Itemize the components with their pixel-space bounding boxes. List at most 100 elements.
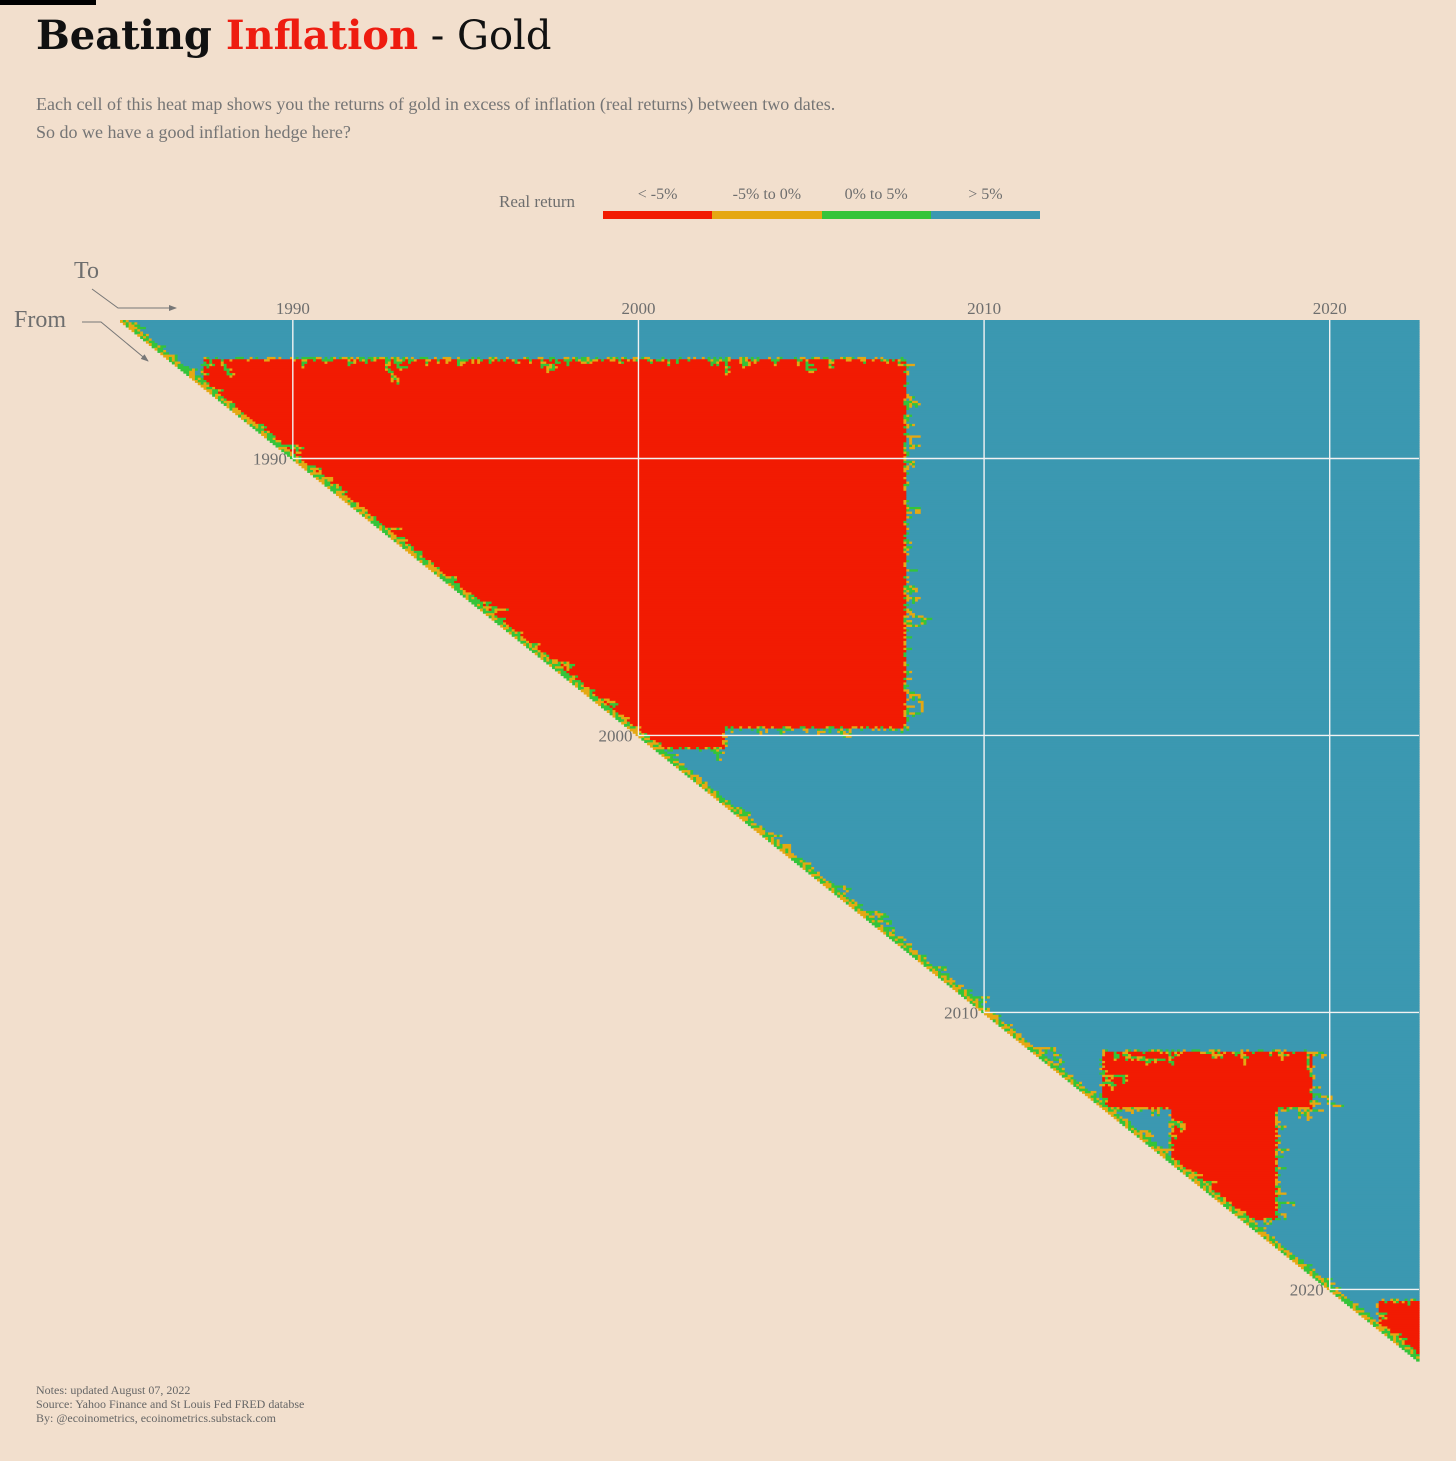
heatmap-cell-run — [439, 361, 447, 365]
heatmap-cell-run — [903, 663, 907, 667]
heatmap-cell-run — [1272, 1243, 1276, 1247]
heatmap-cell-run — [912, 437, 1420, 441]
heatmap-cell-run — [903, 636, 907, 640]
heatmap-cell-run — [946, 966, 1420, 970]
heatmap-cell-run — [874, 917, 879, 921]
heatmap-cell-run — [909, 444, 913, 448]
heatmap-cell-run — [1243, 1063, 1247, 1067]
heatmap-cell-run — [1067, 1074, 1074, 1078]
heatmap-cell-run — [163, 347, 1420, 351]
heatmap-cell-run — [246, 419, 254, 423]
heatmap-cell-run — [1274, 1118, 1279, 1122]
heatmap-cell-run — [405, 548, 412, 552]
heatmap-cell-run — [1070, 1081, 1074, 1085]
heatmap-cell-run — [673, 763, 680, 767]
heatmap-cell-run — [903, 590, 907, 593]
heatmap-cell-run — [903, 603, 910, 607]
heatmap-cell-run — [719, 359, 723, 363]
heatmap-cell-run — [903, 476, 907, 480]
heatmap-cell-run — [1208, 1183, 1213, 1187]
heatmap-cell-run — [880, 356, 884, 360]
heatmap-cell-run — [828, 363, 833, 367]
heatmap-cell-run — [580, 356, 588, 360]
heatmap-cell-run — [428, 562, 432, 566]
heatmap-cell-run — [727, 740, 1420, 743]
heatmap-cell-run — [618, 356, 622, 360]
heatmap-cell-run — [1358, 1303, 1377, 1307]
heatmap-cell-run — [1413, 1298, 1417, 1302]
heatmap-cell-run — [1159, 1114, 1170, 1117]
heatmap-cell-run — [592, 698, 599, 702]
heatmap-cell-run — [1200, 1183, 1207, 1187]
heatmap-cell-run — [914, 696, 919, 700]
tick-label-top: 2000 — [621, 299, 655, 318]
heatmap-cell-run — [779, 834, 784, 838]
heatmap-cell-run — [592, 361, 619, 365]
heatmap-cell-run — [1136, 1130, 1141, 1134]
heatmap-cell-run — [926, 620, 1420, 623]
heatmap-cell-run — [1107, 1100, 1311, 1104]
heatmap-cell-run — [719, 356, 723, 360]
heatmap-cell-run — [577, 675, 907, 679]
heatmap-cell-run — [1156, 1141, 1170, 1145]
heatmap-cell-run — [1102, 1095, 1314, 1099]
heatmap-cell-run — [710, 788, 714, 792]
heatmap-cell-run — [1122, 1107, 1132, 1111]
heatmap-cell-run — [851, 359, 861, 363]
heatmap-cell-run — [707, 783, 1420, 787]
heatmap-cell-run — [1266, 1227, 1420, 1231]
heatmap-cell-run — [903, 363, 907, 367]
heatmap-cell-run — [1211, 1054, 1224, 1057]
heatmap-cell-run — [1378, 1328, 1386, 1332]
heatmap-cell-run — [906, 691, 910, 695]
heatmap-cell-run — [690, 770, 694, 774]
heatmap-cell-run — [1174, 1162, 1178, 1166]
heatmap-cell-run — [906, 456, 1420, 460]
heatmap-cell-run — [1053, 1058, 1060, 1062]
heatmap-cell-run — [422, 562, 429, 566]
heatmap-cell-run — [966, 991, 971, 995]
heatmap-cell-run — [906, 555, 1420, 559]
heatmap-cell-run — [1179, 1127, 1184, 1131]
heatmap-cell-run — [874, 728, 879, 732]
heatmap-cell-run — [157, 350, 164, 353]
heatmap-cell-run — [647, 359, 651, 363]
heatmap-cell-run — [1156, 1049, 1161, 1053]
heatmap-cell-run — [903, 585, 910, 589]
heatmap-cell-run — [384, 532, 389, 536]
heatmap-cell-run — [477, 603, 481, 607]
heatmap-cell-run — [598, 696, 907, 700]
heatmap-cell-run — [520, 361, 530, 365]
heatmap-cell-run — [408, 359, 415, 363]
heatmap-cell-run — [166, 356, 170, 360]
heatmap-cell-run — [384, 359, 392, 363]
heatmap-cell-run — [1312, 1107, 1420, 1111]
heatmap-cell-run — [1277, 1194, 1282, 1198]
heatmap-cell-run — [387, 527, 392, 531]
heatmap-cell-run — [1105, 1109, 1109, 1113]
heatmap-cell-run — [350, 363, 386, 367]
heatmap-cell-run — [848, 897, 1420, 900]
heatmap-cell-run — [1269, 1054, 1273, 1057]
heatmap-cell-run — [903, 940, 1420, 944]
heatmap-cell-run — [1208, 1192, 1213, 1196]
heatmap-cell-run — [1018, 1040, 1025, 1044]
heatmap-cell-run — [877, 910, 881, 914]
heatmap-cell-run — [1125, 1077, 1314, 1080]
heatmap-cell-run — [745, 820, 755, 824]
heatmap-cell-run — [1001, 1021, 1005, 1025]
heatmap-cell-run — [408, 546, 412, 550]
heatmap-cell-run — [410, 553, 418, 557]
heatmap-cell-run — [1217, 1051, 1221, 1055]
heatmap-cell-run — [1174, 1157, 1279, 1161]
heatmap-cell-run — [200, 368, 205, 372]
heatmap-cell-run — [745, 359, 749, 363]
heatmap-cell-run — [791, 848, 1420, 852]
heatmap-cell-run — [477, 359, 481, 363]
heatmap-cell-run — [1102, 1090, 1311, 1094]
heatmap-cell-run — [232, 359, 248, 363]
heatmap-cell-run — [436, 356, 444, 360]
heatmap-cell-run — [644, 735, 651, 739]
heatmap-cell-run — [1228, 1208, 1233, 1212]
heatmap-cell-run — [889, 922, 893, 926]
